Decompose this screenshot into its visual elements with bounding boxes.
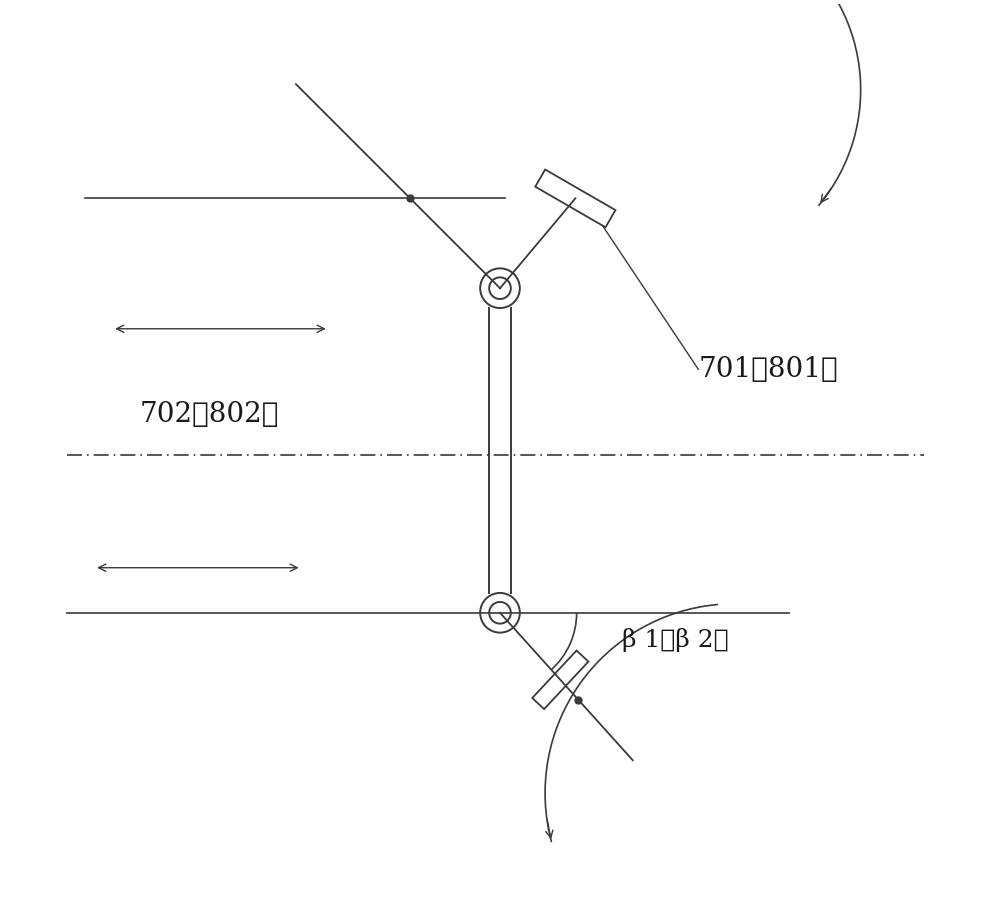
Text: 702（802）: 702（802） — [139, 401, 279, 428]
Text: 701（801）: 701（801） — [698, 356, 838, 383]
Text: β 1（β 2）: β 1（β 2） — [622, 628, 728, 652]
